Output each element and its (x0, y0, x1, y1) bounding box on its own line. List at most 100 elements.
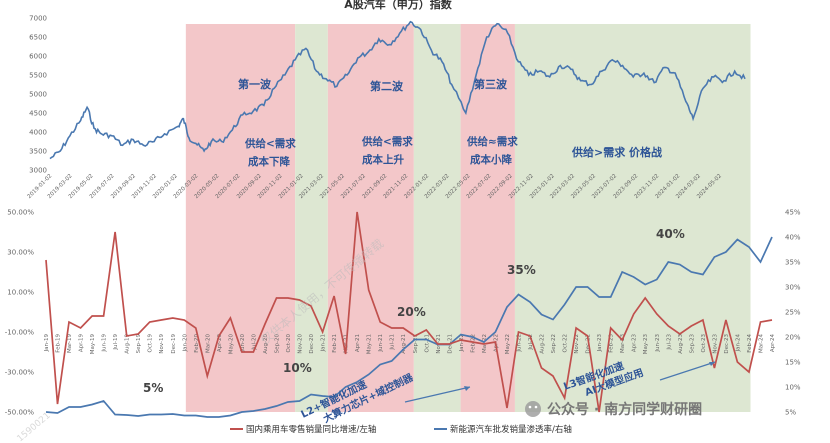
bottom-x-tick: Jan-24 (735, 334, 741, 353)
bottom-x-tick: Apr-20 (217, 334, 223, 353)
wechat-account-text: 公众号 · 南方同学财研圈 (547, 401, 702, 418)
pct-10-label: 10% (283, 361, 312, 375)
l3-arrow-head (709, 362, 715, 366)
bottom-left-y-axis: -50.00% -30.00% -10.00% 10.00% 30.00% 50.00% (5, 209, 35, 417)
wechat-icon-eye-left (528, 405, 532, 409)
phase-band (460, 24, 515, 412)
bottom-x-tick: Apr-21 (355, 334, 361, 352)
bottom-x-tick: Jun-22 (516, 334, 522, 353)
pct-35-label: 35% (507, 263, 536, 277)
bottom-x-tick: Sep-23 (689, 334, 695, 354)
car-sales-yoy-line (45, 211, 773, 413)
right-y-tick: 5% (785, 409, 796, 417)
phase3-supply-label: 供给≈需求 (466, 135, 518, 148)
phase2-supply-label: 供给<需求 (361, 135, 413, 148)
pct-5-label: 5% (143, 381, 163, 395)
top-y-axis: 3000 3500 4000 4500 5000 5500 6000 6500 7000 (29, 15, 47, 175)
nev-penetration-line (45, 236, 773, 418)
bottom-x-tick: Apr-23 (632, 334, 638, 353)
top-y-tick: 6500 (29, 34, 47, 42)
bottom-x-tick: Jun-19 (102, 334, 108, 353)
bottom-x-tick: Sep-21 (413, 334, 419, 353)
bottom-x-tick: May-23 (643, 334, 649, 355)
bottom-x-tick: Aug-19 (125, 334, 131, 354)
phase-bands (185, 24, 751, 412)
phase1-supply-label: 供给<需求 (244, 137, 296, 150)
pct-40-label: 40% (656, 227, 685, 241)
right-y-tick: 35% (785, 259, 801, 267)
bottom-x-tick: Oct-19 (148, 334, 154, 353)
bottom-x-tick: Oct-20 (286, 334, 292, 353)
top-y-tick: 7000 (29, 15, 47, 23)
left-y-tick: 10.00% (7, 289, 34, 297)
bottom-x-tick: Aug-20 (263, 334, 269, 354)
bottom-x-tick: Feb-21 (332, 334, 338, 353)
right-y-tick: 30% (785, 284, 801, 292)
bottom-x-tick: Aug-21 (401, 334, 407, 354)
bottom-x-tick: May-19 (90, 334, 96, 355)
wave1-label: 第一波 (238, 77, 272, 91)
bottom-x-tick: Feb-20 (194, 334, 200, 353)
top-chart-title: A股汽车（申万）指数 (344, 0, 453, 11)
top-y-tick: 4500 (29, 110, 47, 118)
bottom-x-tick: Nov-20 (298, 334, 304, 354)
phase3-cost-label: 成本小降 (470, 153, 512, 166)
bottom-x-tick: Nov-19 (159, 334, 165, 354)
top-y-tick: 3000 (29, 167, 47, 175)
bottom-x-tick: Nov-22 (574, 334, 580, 354)
phase4-label: 供给>需求 价格战 (571, 145, 662, 159)
wechat-icon-eye-right (534, 405, 538, 409)
bottom-x-tick: Sep-19 (136, 334, 142, 354)
phase-band (413, 24, 461, 412)
top-y-tick: 6000 (29, 53, 47, 61)
bottom-x-tick: Mar-23 (620, 334, 626, 354)
bottom-x-tick: Jul-19 (113, 334, 119, 351)
bottom-x-tick: May-20 (228, 334, 234, 355)
bottom-x-tick: Jul-23 (666, 334, 672, 351)
bottom-x-tick: Jan-19 (44, 334, 50, 353)
right-y-tick: 45% (785, 209, 801, 217)
phase-band (295, 24, 328, 412)
left-y-tick: 30.00% (7, 249, 34, 257)
l2-arrow-head (464, 386, 470, 391)
bottom-x-tick: May-22 (505, 334, 511, 354)
bottom-x-tick: May-21 (367, 334, 373, 354)
bottom-x-tick: Oct-21 (424, 334, 430, 353)
bottom-x-tick: Jan-21 (321, 334, 327, 352)
bottom-x-tick: Dec-20 (309, 334, 315, 354)
bottom-x-tick: Jun-23 (655, 334, 661, 353)
right-y-tick: 25% (785, 309, 801, 317)
bottom-x-tick: Apr-19 (79, 334, 85, 353)
wechat-icon (525, 401, 541, 417)
legend-blue-label: 新能源汽车批发销量渗透率/右轴 (450, 424, 572, 435)
top-y-tick: 5500 (29, 72, 47, 80)
phase-band (327, 24, 414, 412)
l3-arrow (659, 361, 716, 381)
wechat-watermark: 公众号 · 南方同学财研圈 (525, 401, 702, 418)
bottom-x-tick: Mar-24 (758, 334, 764, 354)
bottom-x-tick: Feb-22 (470, 334, 476, 353)
wave2-label: 第二波 (370, 79, 404, 93)
bottom-x-tick: Mar-19 (67, 334, 73, 354)
top-y-tick: 4000 (29, 129, 47, 137)
bottom-x-tick: Sep-20 (274, 334, 280, 354)
bottom-x-tick: Jun-21 (378, 334, 384, 353)
bottom-x-tick: Feb-19 (56, 334, 62, 353)
right-y-tick: 10% (785, 384, 801, 392)
bottom-x-tick: Jul-20 (251, 334, 257, 351)
bottom-x-tick: Dec-19 (171, 334, 177, 354)
bottom-right-y-axis: 5% 10% 15% 20% 25% 30% 35% 40% 45% (785, 209, 801, 417)
bottom-x-tick: Aug-23 (678, 334, 684, 354)
legend: 国内乘用车零售销量同比增速/左轴 新能源汽车批发销量渗透率/右轴 (230, 424, 572, 435)
left-y-tick: -50.00% (5, 409, 35, 417)
l2-arrow (404, 386, 471, 403)
pct-20-label: 20% (397, 305, 426, 319)
right-y-tick: 15% (785, 359, 801, 367)
phase2-cost-label: 成本上升 (362, 153, 404, 166)
bottom-x-tick: Jul-21 (390, 334, 396, 351)
bottom-x-tick: Jan-20 (182, 334, 188, 353)
bottom-x-tick: Aug-22 (540, 334, 546, 354)
bottom-x-tick: Nov-23 (712, 334, 718, 354)
bottom-x-tick: Feb-23 (609, 334, 615, 353)
